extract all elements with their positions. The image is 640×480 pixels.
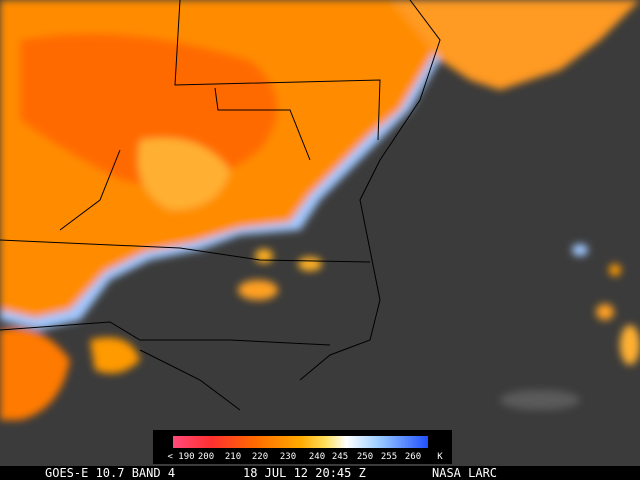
- colorbar-label: 255: [381, 452, 397, 462]
- footer-source: NASA LARC: [432, 466, 497, 480]
- colorbar-label: 230: [280, 452, 296, 462]
- colorbar-unit: K: [437, 452, 443, 462]
- colorbar: [173, 436, 428, 448]
- colorbar-label: < 190: [167, 452, 194, 462]
- colorbar-label: 260: [405, 452, 421, 462]
- colorbar-label: 200: [198, 452, 214, 462]
- colorbar-label: 250: [357, 452, 373, 462]
- colorbar-labels: < 190 200 210 220 230 240 245 250 255 260: [167, 452, 421, 462]
- borders: [0, 0, 441, 411]
- colorbar-label: 240: [309, 452, 325, 462]
- footer-bar: [0, 466, 640, 480]
- colorbar-label: 220: [252, 452, 268, 462]
- colorbar-label: 210: [225, 452, 241, 462]
- colorbar-label: 245: [332, 452, 348, 462]
- cloud-field: [0, 0, 640, 420]
- footer-product: GOES-E 10.7 BAND 4: [45, 466, 175, 480]
- footer-timestamp: 18 JUL 12 20:45 Z: [243, 466, 366, 480]
